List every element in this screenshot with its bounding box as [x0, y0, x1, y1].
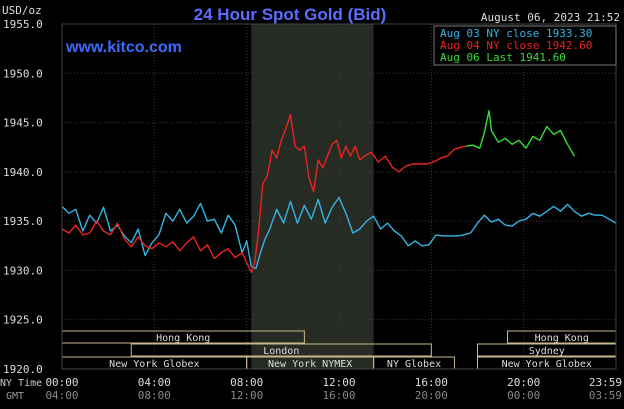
x-tick-ny: 00:00: [45, 376, 78, 389]
legend-box: [433, 25, 617, 66]
market-session-label: Hong Kong: [156, 333, 210, 344]
market-session-label: NY Globex: [387, 359, 441, 370]
series-line-2: [465, 110, 576, 157]
nymex-session-shading: [251, 24, 374, 369]
series-layer: [61, 110, 617, 274]
x-tick-gmt: 04:00: [45, 389, 78, 402]
market-session-label: New York Globex: [502, 359, 592, 370]
y-tick-label: 1930.0: [3, 264, 43, 277]
x-tick-ny: 12:00: [322, 376, 355, 389]
y-unit-label: USD/oz: [2, 4, 42, 17]
website-watermark: www.kitco.com: [65, 39, 182, 56]
x-tick-gmt: 16:00: [322, 389, 355, 402]
x-tick-ny: 04:00: [138, 376, 171, 389]
x-tick-ny: 08:00: [230, 376, 263, 389]
market-session-label: Hong Kong: [535, 333, 589, 344]
x-tick-gmt: 08:00: [138, 389, 171, 402]
legend-item: Aug 04 NY close 1942.60: [440, 39, 592, 52]
market-session-label: New York NYMEX: [268, 359, 352, 370]
legend-item: Aug 03 NY close 1933.30: [440, 27, 592, 40]
y-tick-label: 1925.0: [3, 314, 43, 327]
y-tick-label: 1935.0: [3, 215, 43, 228]
timestamp: August 06, 2023 21:52: [481, 11, 620, 24]
series-line-0: [61, 196, 617, 270]
x-tick-gmt: 00:00: [507, 389, 540, 402]
y-tick-label: 1945.0: [3, 117, 43, 130]
legend: Aug 03 NY close 1933.30 Aug 04 NY close …: [433, 25, 617, 66]
x-tick-gmt: 03:59: [589, 389, 622, 402]
y-tick-label: 1920.0: [3, 363, 43, 376]
x-tick-ny: 23:59: [589, 376, 622, 389]
plot-border: [61, 23, 617, 370]
market-session-label: London: [263, 346, 299, 357]
gmt-row-label: GMT: [6, 391, 24, 402]
y-axis: 1920.0 1925.0 1930.0 1935.0 1940.0 1945.0 1950…: [3, 18, 43, 376]
series-line-1: [61, 114, 467, 274]
ny-time-row-label: NY Time: [0, 378, 42, 389]
y-tick-label: 1940.0: [3, 166, 43, 179]
market-session-box: [130, 343, 432, 357]
y-tick-label: 1950.0: [3, 67, 43, 80]
x-axis: 00:00 04:00 08:00 12:00 16:00 20:00 23:5904:00…: [45, 376, 622, 402]
x-tick-gmt: 20:00: [415, 389, 448, 402]
y-tick-label: 1955.0: [3, 18, 43, 31]
market-session-label: Sydney: [529, 346, 565, 357]
chart-title: 24 Hour Spot Gold (Bid): [194, 5, 387, 24]
x-tick-gmt: 12:00: [230, 389, 263, 402]
x-tick-ny: 20:00: [507, 376, 540, 389]
x-tick-ny: 16:00: [415, 376, 448, 389]
market-session-label: New York Globex: [109, 359, 199, 370]
legend-item: Aug 06 Last 1941.60: [440, 51, 566, 64]
